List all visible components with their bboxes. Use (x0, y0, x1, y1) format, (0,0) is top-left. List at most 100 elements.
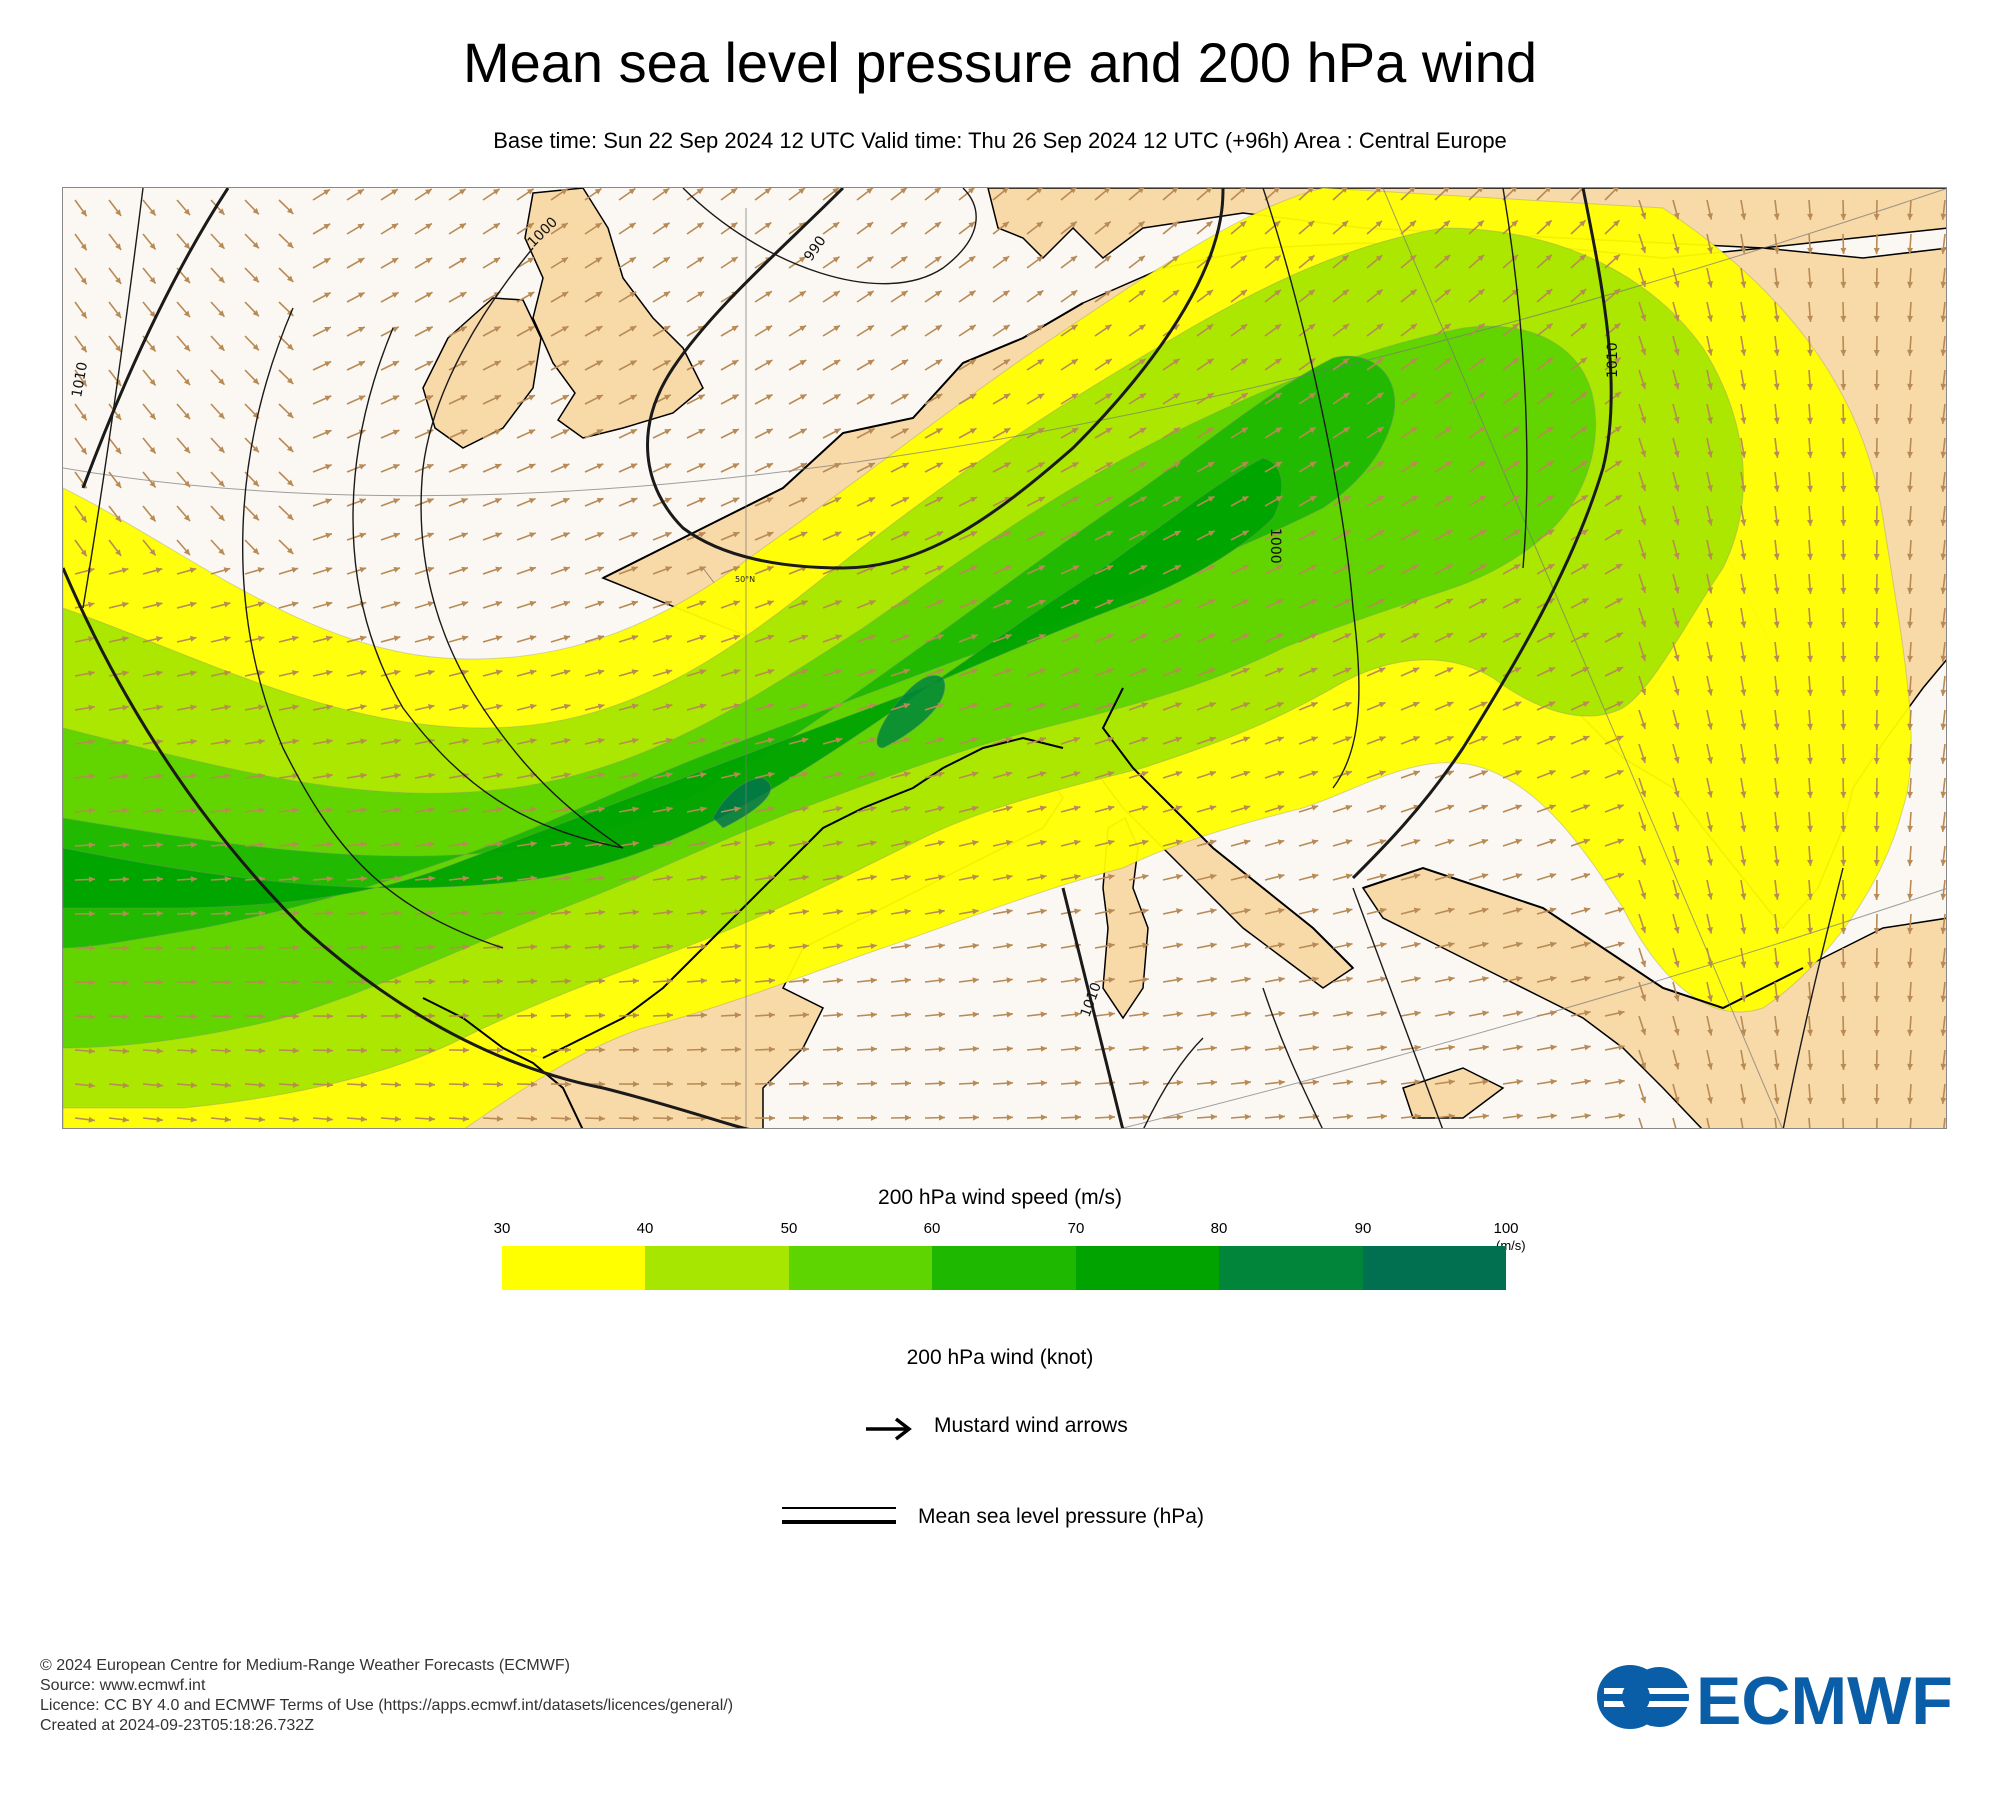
wind-arrow-head (800, 531, 808, 538)
wind-arrow-head (765, 394, 773, 401)
wind-arrow-head (734, 1080, 741, 1087)
wind-arrow-head (1480, 701, 1488, 708)
wind-arrow-head (768, 874, 775, 881)
wind-arrow-head (630, 532, 638, 538)
wind-arrow-head (664, 463, 672, 469)
wind-arrow-head (394, 704, 401, 710)
wind-arrow-head (903, 702, 911, 709)
wind-arrow-head (1243, 805, 1251, 811)
wind-arrow-head (1673, 722, 1680, 730)
wind-arrow-head (425, 292, 433, 298)
wind-arrow-head (1807, 315, 1814, 322)
wind-arrow-head (115, 311, 122, 318)
wind-arrow-head (1840, 689, 1847, 696)
wind-arrow-head (1907, 587, 1914, 594)
wind-arrow-head (800, 497, 808, 503)
wind-arrow-head (1274, 289, 1281, 296)
wind-arrow-head (836, 806, 843, 812)
wind-arrow-head (1277, 839, 1285, 846)
wind-arrow-head (224, 1116, 231, 1123)
wind-arrow-head (394, 1012, 401, 1019)
wind-arrow-head (1210, 908, 1217, 914)
wind-arrow-head (1139, 427, 1147, 434)
wind-arrow-head (393, 498, 400, 504)
wind-arrow-head (1614, 426, 1622, 433)
wind-arrow-head (1207, 462, 1215, 468)
wind-arrow-head (597, 703, 605, 710)
wind-arrow-head (937, 634, 944, 640)
wind-arrow-head (1448, 1079, 1455, 1086)
wind-arrow-head (1104, 221, 1111, 228)
wind-arrow-head (630, 429, 638, 435)
wind-arrow-head (325, 567, 333, 573)
wind-arrow-head (252, 479, 259, 487)
wind-arrow-head (869, 703, 877, 709)
wind-arrow-head (1141, 839, 1149, 846)
wind-arrow-head (1907, 723, 1914, 730)
wind-arrow-head (1511, 220, 1518, 227)
wind-arrow-head (1640, 280, 1647, 288)
wind-arrow-head (1673, 280, 1680, 288)
wind-arrow-head (460, 463, 468, 470)
wind-arrow-head (1940, 689, 1946, 696)
wind-arrow-head (1807, 893, 1814, 900)
wind-arrow-head (1807, 927, 1814, 934)
wind-arrow-head (1707, 553, 1713, 560)
wind-arrow-head (1907, 995, 1914, 1002)
wind-arrow-head (836, 1046, 843, 1053)
wind-arrow-head (462, 1047, 469, 1054)
wind-arrow-head (1479, 461, 1486, 467)
wind-arrow-head (1640, 960, 1647, 968)
wind-arrow-head (1773, 1029, 1780, 1036)
wind-arrow-head (632, 943, 639, 950)
wind-arrow-head (1346, 942, 1353, 948)
wind-arrow-head (937, 737, 945, 743)
wind-arrow-head (292, 772, 299, 779)
wind-arrow-head (1613, 254, 1620, 261)
wind-arrow-head (88, 910, 95, 917)
wind-arrow-head (1873, 213, 1880, 220)
wind-arrow-head (1409, 255, 1417, 262)
wind-arrow-head (1375, 255, 1383, 262)
wind-arrow-head (1108, 976, 1115, 983)
wind-arrow-head (1773, 485, 1780, 492)
wind-arrow-head (326, 738, 333, 745)
wind-arrow-head (224, 807, 231, 814)
chart-subtitle: Base time: Sun 22 Sep 2024 12 UTC Valid … (493, 128, 1507, 153)
wind-arrow-head (183, 276, 191, 284)
wind-arrow-head (870, 908, 877, 915)
wind-arrow-head (1108, 1011, 1115, 1018)
wind-arrow-head (834, 428, 841, 435)
wind-arrow-head (1446, 736, 1454, 742)
wind-arrow-head (1378, 633, 1386, 639)
wind-arrow-head (768, 840, 775, 847)
wind-arrow-head (80, 243, 87, 251)
wind-arrow-head (1312, 1010, 1319, 1017)
wind-arrow-head (1707, 757, 1713, 764)
wind-arrow-head (1038, 531, 1046, 537)
wind-arrow-head (1207, 393, 1214, 399)
wind-arrow-head (1613, 288, 1621, 296)
wind-arrow-head (426, 361, 433, 367)
wind-arrow-head (764, 188, 772, 195)
wind-arrow-head (1513, 461, 1520, 467)
wind-arrow-head (1039, 668, 1046, 675)
wind-arrow-head (156, 1047, 163, 1054)
wind-arrow-head (291, 567, 299, 573)
wind-arrow-head (1481, 941, 1489, 948)
wind-arrow-head (1548, 735, 1556, 742)
wind-arrow-head (731, 256, 738, 263)
wind-arrow-head (1308, 392, 1316, 399)
wind-arrow-head (1515, 907, 1523, 914)
wind-arrow-head (1311, 770, 1318, 777)
wind-arrow-head (1209, 873, 1217, 880)
wind-arrow-head (1411, 426, 1418, 433)
wind-arrow-head (664, 532, 672, 538)
wind-arrow-head (528, 463, 536, 470)
isobar-thin (1262, 188, 1360, 789)
wind-arrow-head (1840, 417, 1847, 424)
wind-arrow-head (802, 874, 809, 881)
wind-arrow-head (462, 1012, 469, 1019)
wind-arrow-head (1175, 702, 1182, 709)
wind-arrow-head (1480, 633, 1487, 639)
